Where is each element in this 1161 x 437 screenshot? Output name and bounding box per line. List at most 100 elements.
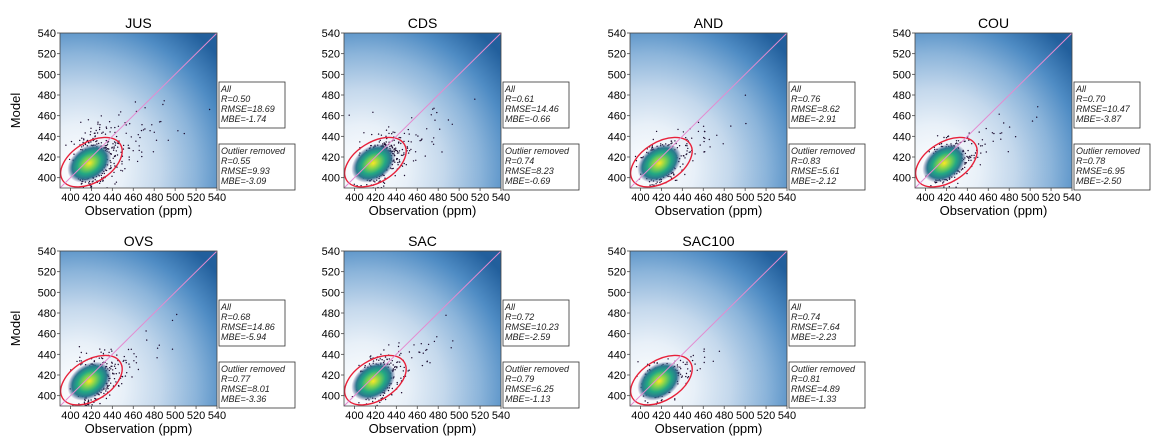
y-tick-label: 460 [38, 111, 56, 123]
data-point [99, 126, 101, 129]
x-tick-label: 400 [345, 410, 363, 422]
x-tick-label: 540 [778, 410, 796, 422]
x-tick-label: 500 [736, 410, 754, 422]
data-point [114, 363, 116, 365]
data-point [100, 142, 103, 144]
data-point [80, 121, 82, 124]
data-point [691, 359, 694, 362]
data-point [138, 149, 140, 152]
data-point [385, 141, 387, 143]
data-point [120, 111, 122, 113]
x-axis-label: Observation (ppm) [85, 203, 193, 218]
data-point [106, 363, 108, 365]
data-point [969, 155, 971, 157]
stats-heading: Outlier removed [505, 146, 570, 156]
y-tick-label: 540 [608, 28, 626, 40]
y-tick-label: 440 [322, 349, 340, 361]
stats-value: R=0.77 [221, 374, 251, 384]
data-point [384, 356, 387, 358]
x-axis-label: Observation (ppm) [940, 203, 1048, 218]
data-point [102, 180, 104, 182]
data-point [375, 359, 378, 361]
data-point [968, 139, 970, 141]
data-point [1001, 132, 1003, 134]
data-point [113, 378, 116, 380]
data-point [420, 139, 422, 141]
stats-value: RMSE=8.01 [221, 384, 270, 394]
data-point [971, 143, 973, 145]
data-point [133, 353, 135, 355]
data-point [110, 127, 112, 129]
data-point [940, 143, 943, 145]
data-point [104, 349, 106, 351]
y-tick-label: 460 [608, 329, 626, 341]
data-point [114, 126, 116, 129]
data-point [685, 372, 688, 375]
x-tick-label: 460 [979, 192, 997, 204]
data-point [679, 166, 681, 168]
data-point [408, 369, 410, 371]
data-point [394, 369, 396, 371]
data-point [649, 184, 651, 186]
data-point [651, 184, 653, 186]
data-point [377, 133, 380, 135]
data-point [452, 340, 454, 342]
plot-frame [343, 250, 502, 407]
data-point [113, 365, 116, 367]
data-point [936, 135, 939, 137]
data-point [383, 349, 385, 351]
data-point [426, 128, 428, 130]
identity-line [344, 251, 501, 406]
x-tick-label: 500 [166, 192, 184, 204]
y-tick-label: 520 [893, 49, 911, 61]
data-point [156, 347, 159, 349]
data-point [68, 158, 71, 161]
data-point [966, 155, 968, 158]
data-point [111, 175, 113, 177]
data-point [121, 383, 123, 385]
data-point [674, 140, 676, 142]
stats-value: MBE=-2.23 [791, 332, 836, 342]
data-point [379, 180, 381, 182]
data-point [94, 136, 96, 138]
x-tick-label: 540 [778, 192, 796, 204]
data-point [410, 148, 412, 151]
data-point [112, 143, 114, 145]
data-point [697, 121, 700, 124]
data-point [407, 152, 410, 154]
x-tick-label: 420 [937, 192, 955, 204]
data-point [655, 183, 657, 185]
data-point [426, 348, 428, 351]
data-point [993, 132, 995, 135]
data-point [88, 182, 90, 184]
data-point [683, 155, 685, 157]
data-point [383, 142, 385, 144]
data-point [101, 189, 102, 190]
data-point [670, 143, 672, 145]
data-point [90, 127, 92, 129]
data-point [682, 163, 684, 165]
data-point [957, 182, 959, 185]
data-point [108, 384, 110, 387]
data-point [680, 368, 682, 370]
data-point [80, 351, 83, 354]
data-point [109, 131, 111, 133]
data-point [686, 150, 688, 152]
data-point [358, 402, 360, 404]
data-point [394, 175, 396, 177]
data-point [684, 157, 686, 159]
stats-heading: All [790, 302, 802, 312]
data-point [382, 181, 385, 183]
x-axis-label: Observation (ppm) [655, 203, 763, 218]
data-point [392, 364, 394, 366]
data-point [968, 157, 970, 160]
data-point [426, 360, 428, 362]
data-point [696, 369, 698, 371]
x-tick-label: 420 [82, 410, 100, 422]
data-point [386, 137, 388, 140]
plot-frame [59, 32, 218, 189]
data-point [176, 313, 178, 316]
data-point [681, 375, 683, 377]
data-point [380, 134, 383, 136]
